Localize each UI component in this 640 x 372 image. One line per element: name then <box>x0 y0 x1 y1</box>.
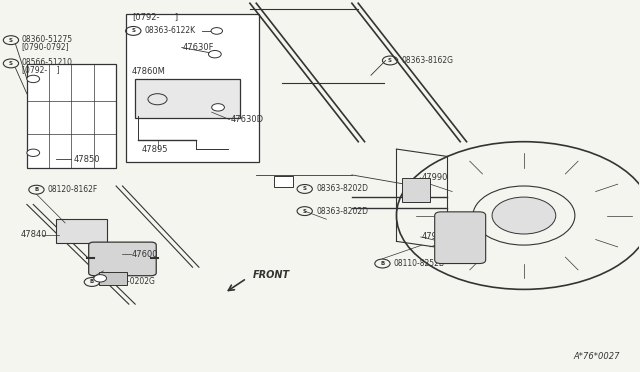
Bar <box>125 14 259 162</box>
Text: 47860M: 47860M <box>132 67 166 76</box>
Text: [0792-    ]: [0792- ] <box>22 65 60 74</box>
Text: 47990: 47990 <box>422 173 449 182</box>
Text: [0790-0792]: [0790-0792] <box>22 42 69 51</box>
Text: 47850: 47850 <box>74 154 100 164</box>
Text: 08120-8162F: 08120-8162F <box>48 185 98 194</box>
Text: [0792-: [0792- <box>132 12 159 21</box>
Text: 47900X: 47900X <box>422 232 454 241</box>
FancyBboxPatch shape <box>89 242 156 276</box>
Text: 08127-0202G: 08127-0202G <box>103 278 156 286</box>
FancyBboxPatch shape <box>56 219 106 243</box>
Circle shape <box>27 149 40 157</box>
Circle shape <box>27 75 40 83</box>
Text: B: B <box>380 261 385 266</box>
Text: 47600: 47600 <box>132 250 159 259</box>
Text: FRONT: FRONT <box>253 270 290 280</box>
Text: S: S <box>303 186 307 192</box>
Circle shape <box>212 104 225 111</box>
Text: S: S <box>9 61 13 66</box>
Circle shape <box>94 275 106 282</box>
Text: 08363-6122K: 08363-6122K <box>145 26 196 35</box>
Circle shape <box>211 28 223 34</box>
Text: A*76*0027: A*76*0027 <box>573 352 620 361</box>
Text: B: B <box>35 187 38 192</box>
FancyBboxPatch shape <box>27 64 116 167</box>
FancyBboxPatch shape <box>99 272 127 285</box>
Text: 08566-51210: 08566-51210 <box>22 58 73 67</box>
Circle shape <box>492 197 556 234</box>
Text: 08360-51275: 08360-51275 <box>22 35 73 44</box>
Text: 08110-8252B: 08110-8252B <box>394 259 444 268</box>
FancyBboxPatch shape <box>135 79 241 118</box>
Text: 47630D: 47630D <box>231 115 264 124</box>
FancyBboxPatch shape <box>435 212 486 263</box>
Text: ]: ] <box>167 12 178 21</box>
FancyBboxPatch shape <box>401 178 429 202</box>
Text: 08363-8202D: 08363-8202D <box>316 206 368 216</box>
Text: 47840: 47840 <box>20 230 47 239</box>
Circle shape <box>209 51 221 58</box>
Text: S: S <box>303 209 307 214</box>
Text: B: B <box>90 279 94 285</box>
Text: 47630F: 47630F <box>183 43 214 52</box>
Text: 08363-8162G: 08363-8162G <box>401 56 454 65</box>
FancyBboxPatch shape <box>274 176 292 187</box>
Text: 47895: 47895 <box>141 145 168 154</box>
Text: S: S <box>131 28 135 33</box>
Text: S: S <box>388 58 392 63</box>
Text: S: S <box>9 38 13 43</box>
Text: 08363-8202D: 08363-8202D <box>316 185 368 193</box>
